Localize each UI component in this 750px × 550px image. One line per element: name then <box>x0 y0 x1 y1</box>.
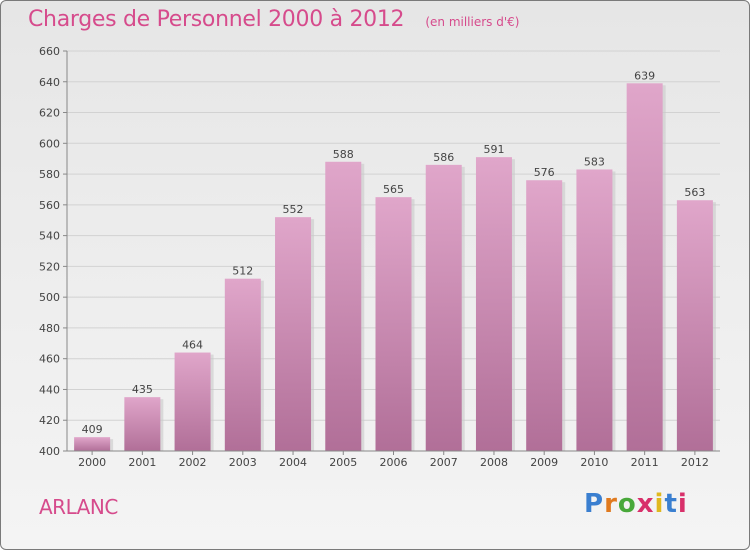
bar <box>425 164 462 451</box>
bar <box>475 157 512 451</box>
y-tick-label: 580 <box>39 168 60 181</box>
brand-letter: P <box>584 489 605 519</box>
location-label: ARLANC <box>39 495 118 519</box>
bar-value-label: 588 <box>333 148 354 161</box>
bar-value-label: 552 <box>283 203 304 216</box>
y-tick-label: 460 <box>39 353 60 366</box>
chart-title: Charges de Personnel 2000 à 2012 <box>28 7 405 32</box>
x-tick-label: 2010 <box>580 456 608 469</box>
title-line: Charges de Personnel 2000 à 2012 (en mil… <box>28 7 519 32</box>
bar-value-label: 565 <box>383 183 404 196</box>
bar-value-label: 591 <box>483 143 504 156</box>
x-tick-label: 2009 <box>530 456 558 469</box>
bar-value-label: 409 <box>82 423 103 436</box>
bar <box>375 197 412 451</box>
x-tick-label: 2003 <box>229 456 257 469</box>
y-tick-label: 540 <box>39 230 60 243</box>
x-tick-label: 2008 <box>480 456 508 469</box>
x-tick-label: 2007 <box>430 456 458 469</box>
bar <box>676 200 713 451</box>
bar <box>626 83 663 452</box>
brand-letter: i <box>654 489 665 519</box>
bar-value-label: 583 <box>584 155 605 168</box>
bar-value-label: 435 <box>132 383 153 396</box>
brand-letter: r <box>604 489 618 519</box>
x-tick-label: 2012 <box>681 456 709 469</box>
bar <box>325 161 362 451</box>
bar <box>224 278 261 451</box>
bar-value-label: 576 <box>534 166 555 179</box>
bar <box>275 217 312 451</box>
x-tick-label: 2002 <box>179 456 207 469</box>
bar-value-label: 586 <box>433 151 454 164</box>
brand-letter: x <box>636 489 655 519</box>
y-tick-label: 660 <box>39 45 60 58</box>
y-tick-label: 400 <box>39 445 60 458</box>
axes: 400 420 440 460 480 500 520 540 560 580 600 620 640 6… <box>39 45 720 469</box>
x-tick-label: 2001 <box>128 456 156 469</box>
y-tick-label: 500 <box>39 291 60 304</box>
brand-letter: i <box>677 489 688 519</box>
y-tick-label: 640 <box>39 76 60 89</box>
x-tick-label: 2005 <box>329 456 357 469</box>
x-tick-label: 2011 <box>631 456 659 469</box>
y-tick-label: 480 <box>39 322 60 335</box>
y-tick-label: 420 <box>39 414 60 427</box>
x-tick-label: 2006 <box>380 456 408 469</box>
bar-value-label: 464 <box>182 339 203 352</box>
brand-letter: t <box>664 489 678 519</box>
bar <box>576 169 613 451</box>
bar-value-label: 639 <box>634 69 655 82</box>
bar <box>174 352 211 451</box>
bar <box>124 397 161 451</box>
y-tick-label: 520 <box>39 260 60 273</box>
y-tick-label: 560 <box>39 199 60 212</box>
bar <box>74 437 111 451</box>
y-tick-label: 440 <box>39 383 60 396</box>
brand-logo: Proxiti <box>584 489 688 519</box>
y-tick-label: 620 <box>39 107 60 120</box>
bar-value-label: 563 <box>684 186 705 199</box>
y-tick-label: 600 <box>39 137 60 150</box>
x-tick-label: 2000 <box>78 456 106 469</box>
bar <box>526 180 563 451</box>
x-tick-label: 2004 <box>279 456 307 469</box>
chart-subtitle: (en milliers d'€) <box>425 15 520 29</box>
brand-letter: o <box>617 489 637 519</box>
bars: 409 435 464 512 552 588 565 586 591 576 583 639 563 <box>74 69 716 452</box>
bar-value-label: 512 <box>232 265 253 278</box>
